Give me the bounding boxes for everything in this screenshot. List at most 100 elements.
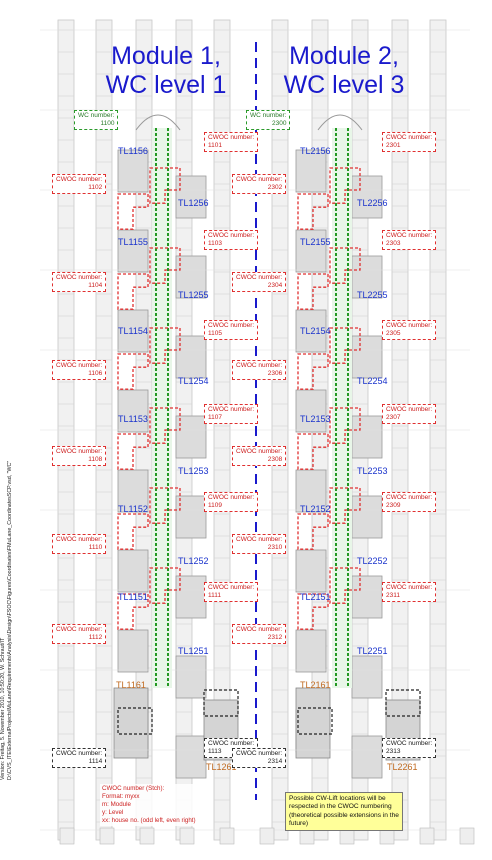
rack-foot [459, 827, 475, 845]
tl-label: TL2252 [357, 556, 388, 566]
cwoc-label: CWOC number: [56, 176, 103, 183]
cwoc-number: 2312 [267, 634, 283, 641]
cwoc-number: 1113 [208, 748, 222, 755]
cwoc-number: 2309 [386, 502, 401, 509]
cwoc-outline [297, 193, 329, 230]
tool-block [175, 255, 207, 299]
tl-label: TL2253 [357, 466, 388, 476]
cwoc-number-box: CWOC number: 1112 [52, 624, 107, 644]
tool-block [295, 629, 327, 673]
tl-label-orange: TL2261 [387, 762, 418, 772]
cwoc-number-box: CWOC number: 2301 [382, 132, 437, 152]
tl-label: TL2152 [300, 504, 331, 514]
cwoc-label: CWOC number: [208, 740, 255, 747]
cwoc-label: CWOC number: [236, 176, 283, 183]
cwoc-outline [297, 273, 329, 310]
tl-label: TL2153 [300, 414, 331, 424]
wc-number: 1100 [100, 120, 115, 127]
cwoc-label: CWOC number: [386, 494, 433, 501]
tl-label: TL1152 [118, 504, 148, 514]
tool-block [117, 229, 149, 273]
tool-block [351, 655, 383, 699]
cwoc-number-box: CWOC number: 1108 [52, 446, 107, 466]
cwoc-number-box: CWOC number: 2310 [232, 534, 287, 554]
tl-label: TL2151 [300, 592, 331, 602]
module-block [295, 687, 331, 759]
cwoc-outline [329, 167, 361, 204]
cwoc-number-box: CWOC number: 2309 [382, 492, 437, 512]
cwoc-format-legend: CWOC number (Stch): Format: myxx m: Modu… [100, 784, 198, 826]
cwoc-label: CWOC number: [386, 740, 433, 747]
cwoc-outline [149, 247, 181, 284]
module1-title-line2: WC level 1 [105, 71, 227, 99]
cwoc-number: 1103 [208, 240, 222, 247]
cwoc-number: 1102 [88, 184, 103, 191]
cwoc-number: 2305 [386, 330, 401, 337]
wc-number-box: WC number: 2300 [246, 110, 291, 130]
tl-label-orange: TL1261 [206, 762, 237, 772]
cwoc-outline [329, 487, 361, 524]
tl-label: TL1253 [178, 466, 209, 476]
cwoc-number: 2304 [267, 282, 283, 289]
cwoc-label: CWOC number: [56, 750, 103, 757]
tool-block [117, 389, 149, 433]
cwoc-label: CWOC number: [56, 448, 103, 455]
cwoc-outline [297, 353, 329, 390]
tl-label: TL2256 [357, 198, 388, 208]
tl-label: TL1154 [118, 326, 148, 336]
cw-lift-note: Possible CW-Lift locations will be respe… [285, 792, 403, 832]
cwoc-number-box: CWOC number: 2307 [382, 404, 437, 424]
cwoc-label: CWOC number: [236, 750, 283, 757]
cwoc-number: 2302 [267, 184, 283, 191]
cwoc-number-box: CWOC number: 1107 [204, 404, 259, 424]
tl-label: TL1256 [178, 198, 209, 208]
cwoc-label: CWOC number: [386, 584, 433, 591]
rack-foot [99, 827, 115, 845]
module1-title: Module 1, WC level 1 [96, 42, 236, 100]
tl-label: TL1254 [178, 376, 209, 386]
cwoc-label: CWOC number: [56, 626, 103, 633]
cwoc-number-box: CWOC number: 2312 [232, 624, 287, 644]
cwoc-number-box: CWOC number: 2302 [232, 174, 287, 194]
cwoc-outline [329, 407, 361, 444]
tool-block [295, 309, 327, 353]
rack-foot [179, 827, 195, 845]
cwoc-label: CWOC number: [236, 448, 283, 455]
cwoc-number: 1110 [88, 544, 103, 551]
cwoc-outline [149, 567, 181, 604]
cwoc-label: CWOC number: [208, 406, 255, 413]
cwoc-black-outline [117, 707, 153, 735]
tl-label-orange: TL1161 [116, 680, 146, 690]
tool-block [117, 309, 149, 353]
legend-line: m: Module [102, 801, 131, 808]
cwoc-number: 1106 [88, 370, 103, 377]
tool-block [351, 175, 383, 219]
rack-foot [219, 827, 235, 845]
cwoc-number-box: CWOC number: 2313 [382, 738, 437, 758]
cwoc-black-outline [203, 689, 239, 717]
cwoc-label: CWOC number: [386, 232, 433, 239]
cwoc-number: 2311 [386, 592, 400, 599]
cwoc-outline [297, 513, 329, 550]
cwoc-number: 1114 [88, 758, 103, 765]
module2-title: Module 2, WC level 3 [270, 42, 418, 100]
cwoc-label: CWOC number: [236, 536, 283, 543]
file-path-line: D:\CVS_ITE\ExternalProjects\MuLane\Requi… [7, 460, 13, 780]
cwoc-number-box: CWOC number: 1111 [204, 582, 259, 602]
cwoc-outline [329, 327, 361, 364]
tool-block [117, 549, 149, 593]
tl-label: TL1155 [118, 237, 148, 247]
tool-block [175, 335, 207, 379]
tool-block [351, 335, 383, 379]
legend-line: y: Level [102, 809, 124, 816]
cwoc-number: 1112 [88, 634, 103, 641]
tool-block [175, 495, 207, 539]
tl-label: TL2156 [300, 146, 331, 156]
cwoc-number-box: CWOC number: 1101 [204, 132, 259, 152]
tl-label: TL1251 [178, 646, 209, 656]
cwoc-label: CWOC number: [208, 134, 255, 141]
cwoc-number: 1101 [208, 142, 222, 149]
cwoc-label: CWOC number: [208, 494, 255, 501]
cwoc-number-box: CWOC number: 1109 [204, 492, 259, 512]
